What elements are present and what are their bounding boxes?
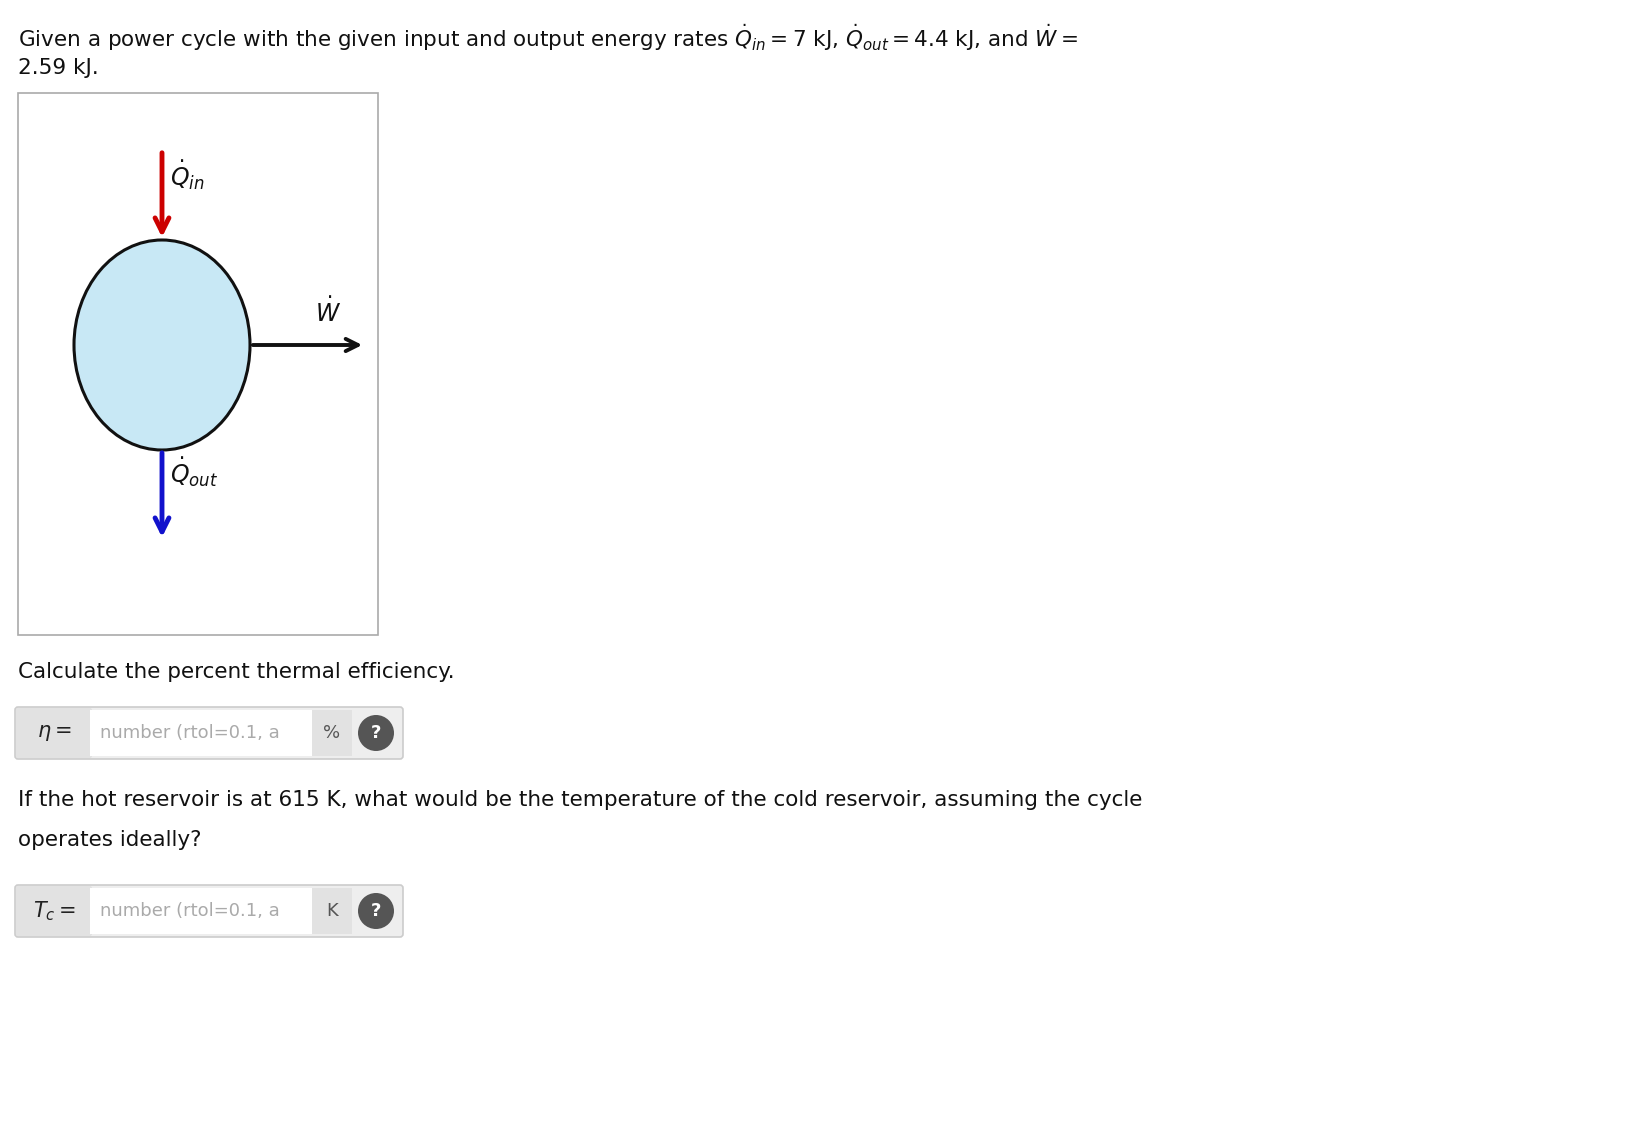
FancyBboxPatch shape	[16, 886, 93, 936]
Text: operates ideally?: operates ideally?	[18, 830, 202, 850]
Bar	[312, 710, 351, 756]
Text: $\dot{W}$: $\dot{W}$	[315, 297, 341, 327]
Bar	[89, 888, 312, 934]
Bar	[312, 888, 351, 934]
Text: $\eta =$: $\eta =$	[37, 723, 72, 743]
Text: $\dot{Q}_{out}$: $\dot{Q}_{out}$	[171, 455, 218, 489]
Text: number (rtol=0.1, a: number (rtol=0.1, a	[101, 902, 280, 920]
Text: If the hot reservoir is at 615 K, what would be the temperature of the cold rese: If the hot reservoir is at 615 K, what w…	[18, 790, 1143, 810]
Bar	[18, 93, 377, 635]
Text: number (rtol=0.1, a: number (rtol=0.1, a	[101, 724, 280, 742]
Text: %: %	[324, 724, 340, 742]
Text: Given a power cycle with the given input and output energy rates $\dot{Q}_{in} =: Given a power cycle with the given input…	[18, 22, 1078, 53]
Text: 2.59 kJ.: 2.59 kJ.	[18, 58, 99, 78]
FancyBboxPatch shape	[15, 707, 403, 759]
Circle shape	[358, 893, 393, 928]
Bar	[89, 710, 312, 756]
Text: ?: ?	[371, 902, 380, 920]
Text: Calculate the percent thermal efficiency.: Calculate the percent thermal efficiency…	[18, 662, 455, 682]
Ellipse shape	[75, 240, 250, 450]
Text: ?: ?	[371, 724, 380, 742]
Text: $\dot{Q}_{in}$: $\dot{Q}_{in}$	[171, 158, 205, 192]
Text: $T_c =$: $T_c =$	[33, 899, 75, 923]
Circle shape	[358, 715, 393, 751]
Text: K: K	[327, 902, 338, 920]
FancyBboxPatch shape	[16, 708, 93, 758]
FancyBboxPatch shape	[15, 885, 403, 936]
